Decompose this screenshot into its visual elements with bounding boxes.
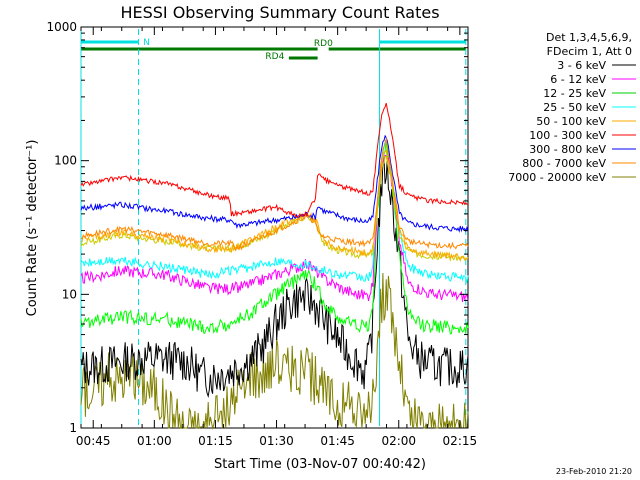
series-line-2	[80, 140, 469, 335]
chart-title: HESSI Observing Summary Count Rates	[120, 3, 439, 22]
x-tick-label-0: 00:45	[76, 434, 111, 448]
y-axis-label: Count Rate (s⁻¹ detector⁻¹)	[25, 140, 40, 317]
series-line-0	[80, 157, 469, 398]
x-tick-label-1: 01:00	[137, 434, 172, 448]
x-tick-label-3: 01:30	[259, 434, 294, 448]
series-line-5	[80, 156, 469, 263]
x-axis: 00:45 01:00 01:15 01:30 01:45 02:00 02:15	[76, 27, 477, 448]
x-tick-label-6: 02:15	[443, 434, 478, 448]
observing-flags: N RD0 RD4	[81, 38, 466, 62]
legend-label-2: 12 - 25 keV	[543, 87, 606, 100]
legend-label-1: 6 - 12 keV	[550, 73, 606, 86]
flag-label-3: RD4	[265, 52, 284, 62]
series-line-8	[80, 272, 469, 430]
legend-label-3: 25 - 50 keV	[543, 101, 606, 114]
y-tick-label-3: 1000	[46, 20, 77, 34]
series-layer	[80, 102, 469, 430]
legend: Det 1,3,4,5,6,9, FDecim 1, Att 0 3 - 6 k…	[508, 31, 636, 184]
legend-label-6: 300 - 800 keV	[529, 143, 606, 156]
series-line-3	[80, 139, 469, 283]
legend-label-7: 800 - 7000 keV	[522, 157, 606, 170]
x-tick-label-2: 01:15	[198, 434, 233, 448]
legend-label-0: 3 - 6 keV	[557, 59, 606, 72]
flag-label-0: N	[143, 38, 150, 48]
legend-label-8: 7000 - 20000 keV	[508, 171, 606, 184]
y-axis: 1 10 100 1000	[46, 20, 468, 435]
series-line-6	[80, 134, 469, 233]
plot-frame	[80, 26, 469, 429]
series-line-1	[80, 154, 469, 302]
y-tick-label-0: 1	[69, 421, 77, 435]
flag-label-2: RD0	[314, 39, 333, 49]
y-tick-label-1: 10	[62, 287, 77, 301]
series-line-9	[80, 102, 469, 218]
legend-header-line1: Det 1,3,4,5,6,9,	[546, 31, 632, 44]
series-line-7	[80, 137, 469, 252]
legend-label-5: 100 - 300 keV	[529, 129, 606, 142]
plot-area: N RD0 RD4	[80, 26, 469, 430]
x-axis-label: Start Time (03-Nov-07 00:40:42)	[214, 457, 426, 472]
x-tick-label-5: 02:00	[381, 434, 416, 448]
y-tick-label-2: 100	[54, 154, 77, 168]
series-line-4	[80, 149, 469, 261]
legend-header-line2: FDecim 1, Att 0	[547, 45, 632, 58]
x-tick-label-4: 01:45	[320, 434, 355, 448]
legend-label-4: 50 - 100 keV	[536, 115, 606, 128]
timestamp: 23-Feb-2010 21:20	[556, 467, 632, 476]
